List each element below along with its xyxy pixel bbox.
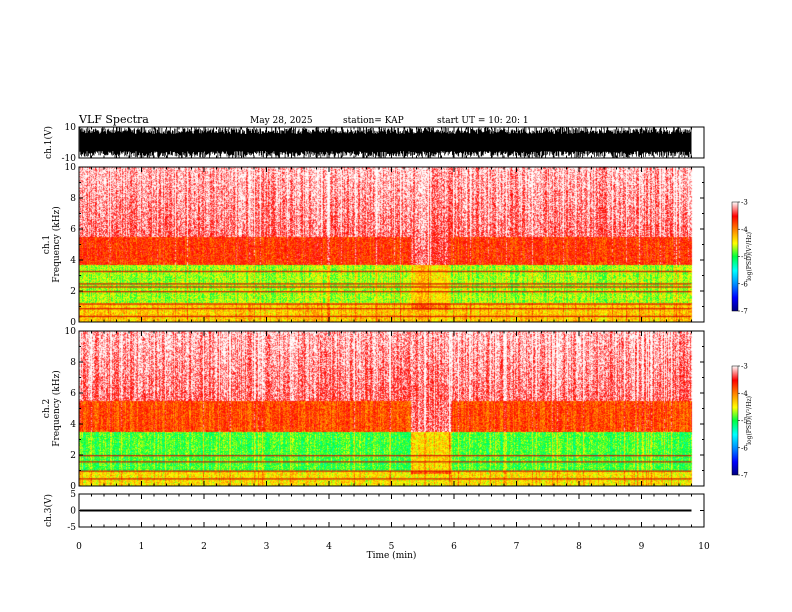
y-tick-label: 0 [70,318,76,328]
colorbar-tick-label: -3 [741,363,748,371]
y-tick-label: 6 [70,389,76,399]
colorbar-tick-label: -5 [741,417,748,425]
y-axis-label-line: ch.3(V) [43,494,54,527]
x-tick-label: 0 [76,542,82,552]
header-start-ut: start UT = 10: 20: 1 [437,116,529,126]
y-tick-label: 0 [70,482,76,492]
y-tick-label: 10 [65,163,77,173]
y-tick-label: 2 [70,451,76,461]
y-tick-label: 8 [70,194,76,204]
colorbar-label: log(PSD)(V²/Hz) [746,396,753,445]
colorbar-tick-label: -7 [741,308,748,316]
ch1-spectrogram-plot [79,167,704,322]
y-tick-label: 5 [70,490,76,500]
ch2-colorbar: -3 -4 -5 -6 -7 log(PSD)(V²/Hz) [731,363,753,480]
y-tick-label: 4 [70,420,76,430]
y-axis-label-line: Frequency (kHz) [51,370,62,447]
y-tick-label: 6 [70,225,76,235]
colorbar-tick-label: -4 [741,390,748,398]
spectrogram-image [79,331,704,486]
x-tick-label: 8 [576,542,582,552]
y-tick-label: 10 [65,327,77,337]
ch3-waveform-plot [80,509,692,512]
x-tick-label: 7 [514,542,520,552]
header-date: May 28, 2025 [250,116,313,126]
ch1-waveform-plot [79,127,692,158]
x-tick-label: 4 [326,542,332,552]
x-tick-label: 1 [139,542,145,552]
x-tick-label: 10 [698,542,710,552]
colorbar-tick-label: -4 [741,226,748,234]
x-tick-label: 6 [451,542,457,552]
colorbar-tick-label: -7 [741,472,748,480]
y-tick-label: 2 [70,287,76,297]
colorbar-label: log(PSD)(V²/Hz) [746,232,753,281]
colorbar-gradient [731,365,739,476]
ch2-spectrogram-plot [79,331,704,486]
figure-title: VLF Spectra [78,113,149,126]
y-tick-label: 10 [65,123,77,133]
x-tick-label: 3 [264,542,270,552]
y-tick-label: -5 [67,523,76,533]
ch3-waveform-trace [80,509,692,512]
y-axis-label: ch.3(V) [43,494,54,527]
y-tick-label: 0 [70,507,76,517]
x-tick-label: 2 [201,542,207,552]
y-axis-label-line: ch.2 [42,399,52,418]
ch1-colorbar: -3 -4 -5 -6 -7 log(PSD)(V²/Hz) [731,199,753,316]
y-axis-label-line: ch.1 [42,235,52,254]
ch1-waveform-trace [79,127,692,158]
y-axis-label-line: ch.1(V) [43,126,54,159]
y-axis-label: ch.2Frequency (kHz) [42,370,62,447]
x-tick-label: 5 [389,542,395,552]
colorbar-tick-label: -6 [741,444,748,452]
spectrogram-image [79,167,704,322]
colorbar-tick-label: -3 [741,199,748,207]
x-axis-label: Time (min) [367,550,417,561]
y-tick-label: 8 [70,358,76,368]
y-tick-label: 4 [70,256,76,266]
header-station: station= KAP [343,116,404,126]
y-axis-label-line: Frequency (kHz) [51,206,62,283]
colorbar-tick-label: -5 [741,253,748,261]
y-axis-label: ch.1Frequency (kHz) [42,206,62,283]
x-tick-label: 9 [639,542,645,552]
colorbar-tick-label: -6 [741,280,748,288]
y-tick-label: -10 [62,154,77,164]
y-axis-label: ch.1(V) [43,126,54,159]
colorbar-gradient [731,201,739,312]
